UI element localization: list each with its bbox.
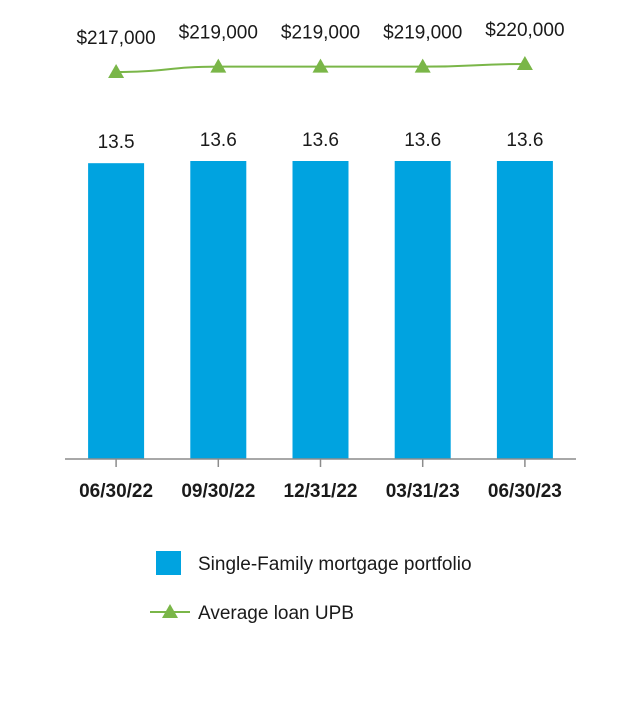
upb-value-label: $219,000 [281, 23, 360, 44]
upb-value-label: $219,000 [179, 23, 258, 44]
bar-value-label: 13.6 [404, 130, 441, 151]
upb-triangle-marker [312, 58, 329, 73]
legend-label-portfolio: Single-Family mortgage portfolio [198, 554, 472, 575]
bar-3 [292, 161, 349, 459]
legend-swatch-portfolio [156, 551, 181, 575]
legend-label-upb: Average loan UPB [198, 603, 354, 624]
x-tick-label: 12/31/22 [284, 481, 358, 502]
upb-triangle-marker [516, 56, 533, 70]
x-axis [65, 458, 576, 467]
legend-triangle-icon [162, 604, 178, 618]
line-layer: $217,000 $219,000 $219,000 $219,000 $220,000 [76, 20, 565, 78]
bar-value-label: 13.6 [302, 130, 339, 151]
x-tick-label: 09/30/22 [181, 481, 255, 502]
bar-value-label: 13.6 [200, 130, 237, 151]
upb-triangle-marker [210, 58, 227, 73]
bar-1 [88, 163, 145, 460]
upb-value-label: $220,000 [485, 20, 564, 41]
bar-4 [394, 161, 451, 459]
x-tick-label: 06/30/22 [79, 481, 153, 502]
upb-value-label: $217,000 [76, 28, 155, 49]
x-tick-label: 06/30/23 [488, 481, 562, 502]
upb-value-label: $219,000 [383, 23, 462, 44]
upb-triangle-marker [108, 64, 125, 78]
bars-layer [88, 161, 553, 460]
x-tick-labels: 06/30/22 09/30/22 12/31/22 03/31/23 06/30/23 [79, 481, 562, 502]
bar-value-label: 13.6 [506, 130, 543, 151]
bar-labels-layer: 13.5 13.6 13.6 13.6 13.6 [98, 130, 544, 153]
upb-triangle-marker [414, 58, 431, 73]
bar-5 [496, 161, 553, 459]
x-tick-label: 03/31/23 [386, 481, 460, 502]
bar-2 [190, 161, 247, 459]
bar-value-label: 13.5 [98, 132, 135, 153]
legend: Single-Family mortgage portfolio Average… [150, 551, 472, 624]
